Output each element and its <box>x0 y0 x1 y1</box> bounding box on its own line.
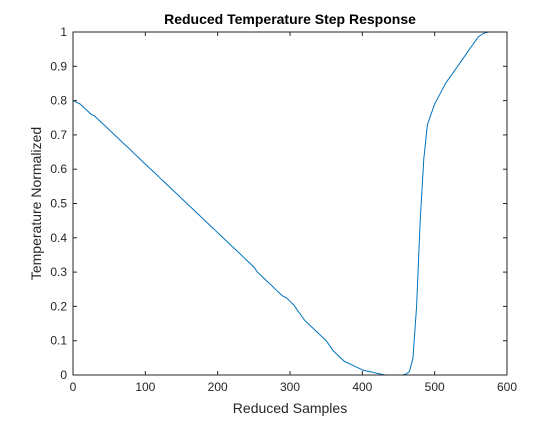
y-tick-label: 0.8 <box>50 94 67 108</box>
x-tick-label: 400 <box>352 380 372 394</box>
x-tick-label: 500 <box>425 380 445 394</box>
y-tick-label: 0.2 <box>50 299 67 313</box>
y-axis-label: Temperature Normalized <box>28 127 44 280</box>
series-line <box>72 31 497 376</box>
x-axis-label: Reduced Samples <box>233 400 347 416</box>
x-tick-label: 600 <box>497 380 517 394</box>
axes-background <box>73 32 507 375</box>
chart-title: Reduced Temperature Step Response <box>164 11 416 27</box>
x-tick-label: 300 <box>280 380 300 394</box>
y-tick-label: 0.1 <box>50 334 67 348</box>
y-tick-label: 0.9 <box>50 59 67 73</box>
y-tick-label: 0.5 <box>50 197 67 211</box>
y-tick-label: 0.4 <box>50 231 67 245</box>
y-tick-label: 0 <box>60 368 67 382</box>
y-tick-label: 0.6 <box>50 162 67 176</box>
x-tick-label: 0 <box>70 380 77 394</box>
y-tick-label: 0.3 <box>50 265 67 279</box>
y-tick-label: 1 <box>60 25 67 39</box>
y-tick-label: 0.7 <box>50 128 67 142</box>
axes-box <box>72 31 508 376</box>
x-tick-label: 100 <box>135 380 155 394</box>
tick-layer: 0 100 200 300 400 500 600 0 0.1 0.2 0.3 0.4 0.5 0.6 0.… <box>50 25 517 394</box>
x-tick-label: 200 <box>208 380 228 394</box>
